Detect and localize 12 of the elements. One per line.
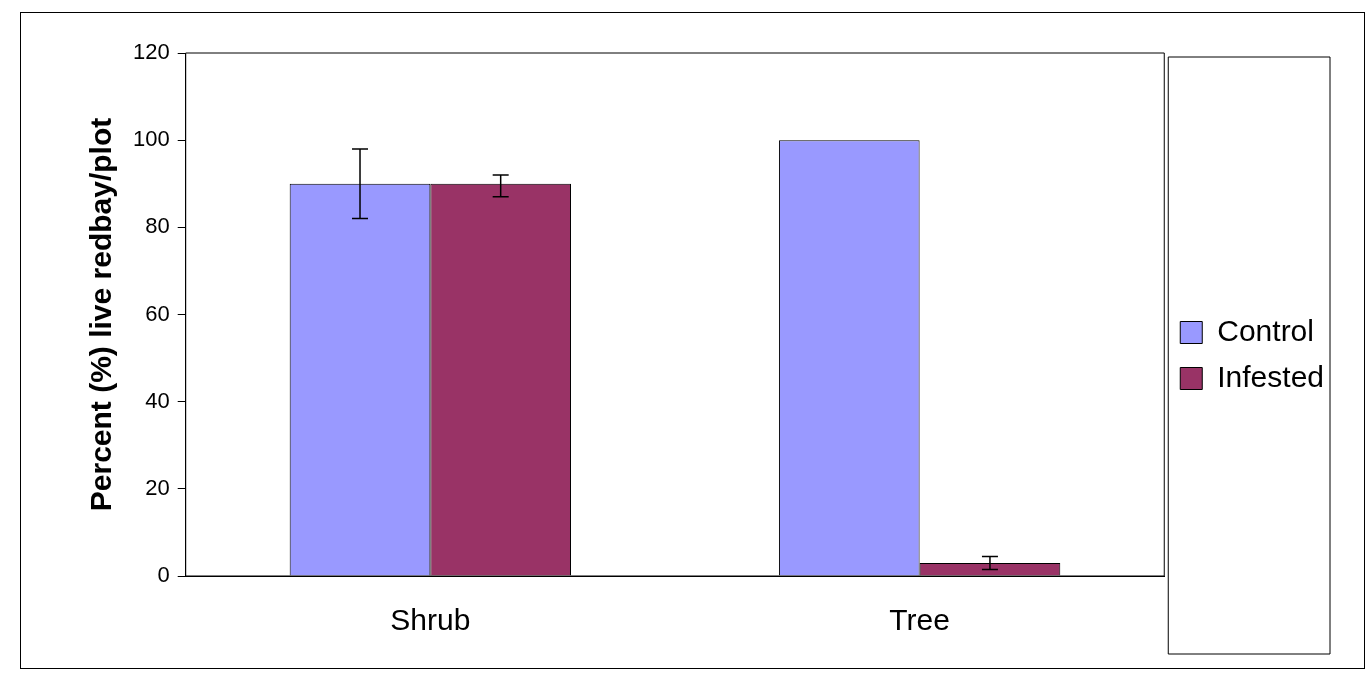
y-tick-label: 60: [145, 300, 170, 326]
y-axis-title: Percent (%) live redbay/plot: [84, 117, 118, 512]
y-tick-label: 120: [132, 39, 170, 65]
x-tick-label: Shrub: [390, 603, 471, 637]
y-tick-label: 40: [145, 387, 170, 413]
y-tick-label: 0: [157, 562, 170, 588]
legend-label: Control: [1217, 313, 1314, 347]
legend-label: Infested: [1217, 359, 1325, 393]
y-tick-label: 80: [145, 213, 170, 239]
y-tick-label: 100: [132, 126, 170, 152]
x-tick-label: Tree: [889, 603, 950, 637]
y-tick-label: 20: [145, 474, 170, 500]
